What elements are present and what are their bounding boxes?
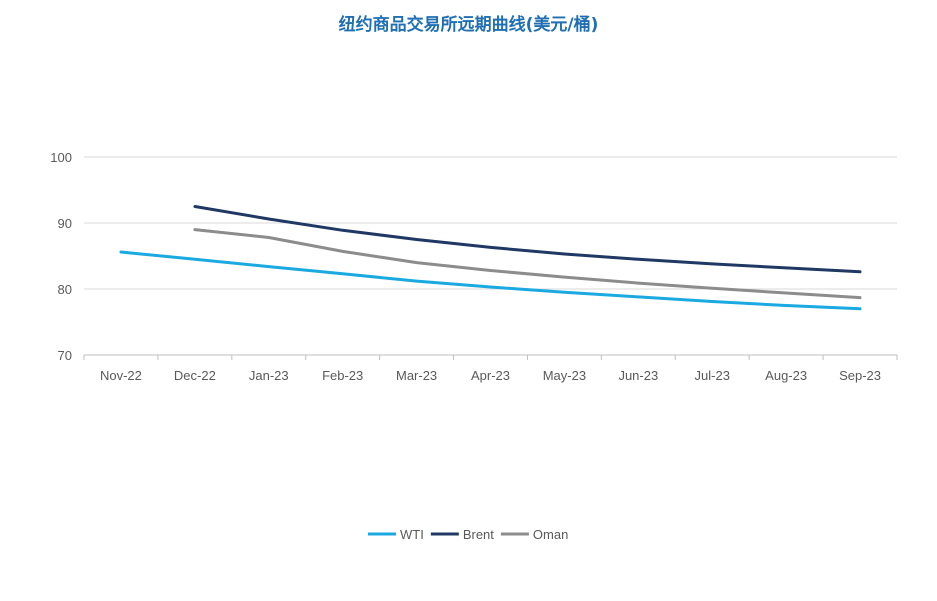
series-lines [119, 205, 862, 311]
series-line-oman [193, 228, 862, 300]
x-tick-label: Aug-23 [765, 368, 807, 383]
x-tick-label: Jul-23 [695, 368, 730, 383]
x-tick-label: Mar-23 [396, 368, 437, 383]
legend-label: WTI [400, 527, 424, 542]
legend: WTI Brent Oman [368, 527, 568, 542]
x-axis-ticks: Nov-22 Dec-22 Jan-23 Feb-23 Mar-23 Apr-23 May-… [83, 355, 898, 383]
x-tick-label: Feb-23 [322, 368, 363, 383]
y-tick-label: 80 [58, 282, 72, 297]
x-tick-label: Nov-22 [100, 368, 142, 383]
y-tick-label: 70 [58, 348, 72, 363]
x-tick-label: Jun-23 [618, 368, 658, 383]
y-axis-ticks: 70 80 90 100 [50, 150, 72, 363]
chart-title: 纽约商品交易所远期曲线(美元/桶) [338, 15, 599, 35]
x-tick-label: Jan-23 [249, 368, 289, 383]
x-tick-label: Apr-23 [471, 368, 510, 383]
y-tick-label: 100 [50, 150, 72, 165]
legend-label: Oman [533, 527, 568, 542]
legend-label: Brent [463, 527, 494, 542]
series-line-brent [193, 205, 862, 274]
x-tick-label: Dec-22 [174, 368, 216, 383]
series-line-wti [119, 250, 862, 311]
gridlines [84, 156, 897, 356]
x-tick-label: May-23 [543, 368, 586, 383]
x-tick-label: Sep-23 [839, 368, 881, 383]
y-tick-label: 90 [58, 216, 72, 231]
